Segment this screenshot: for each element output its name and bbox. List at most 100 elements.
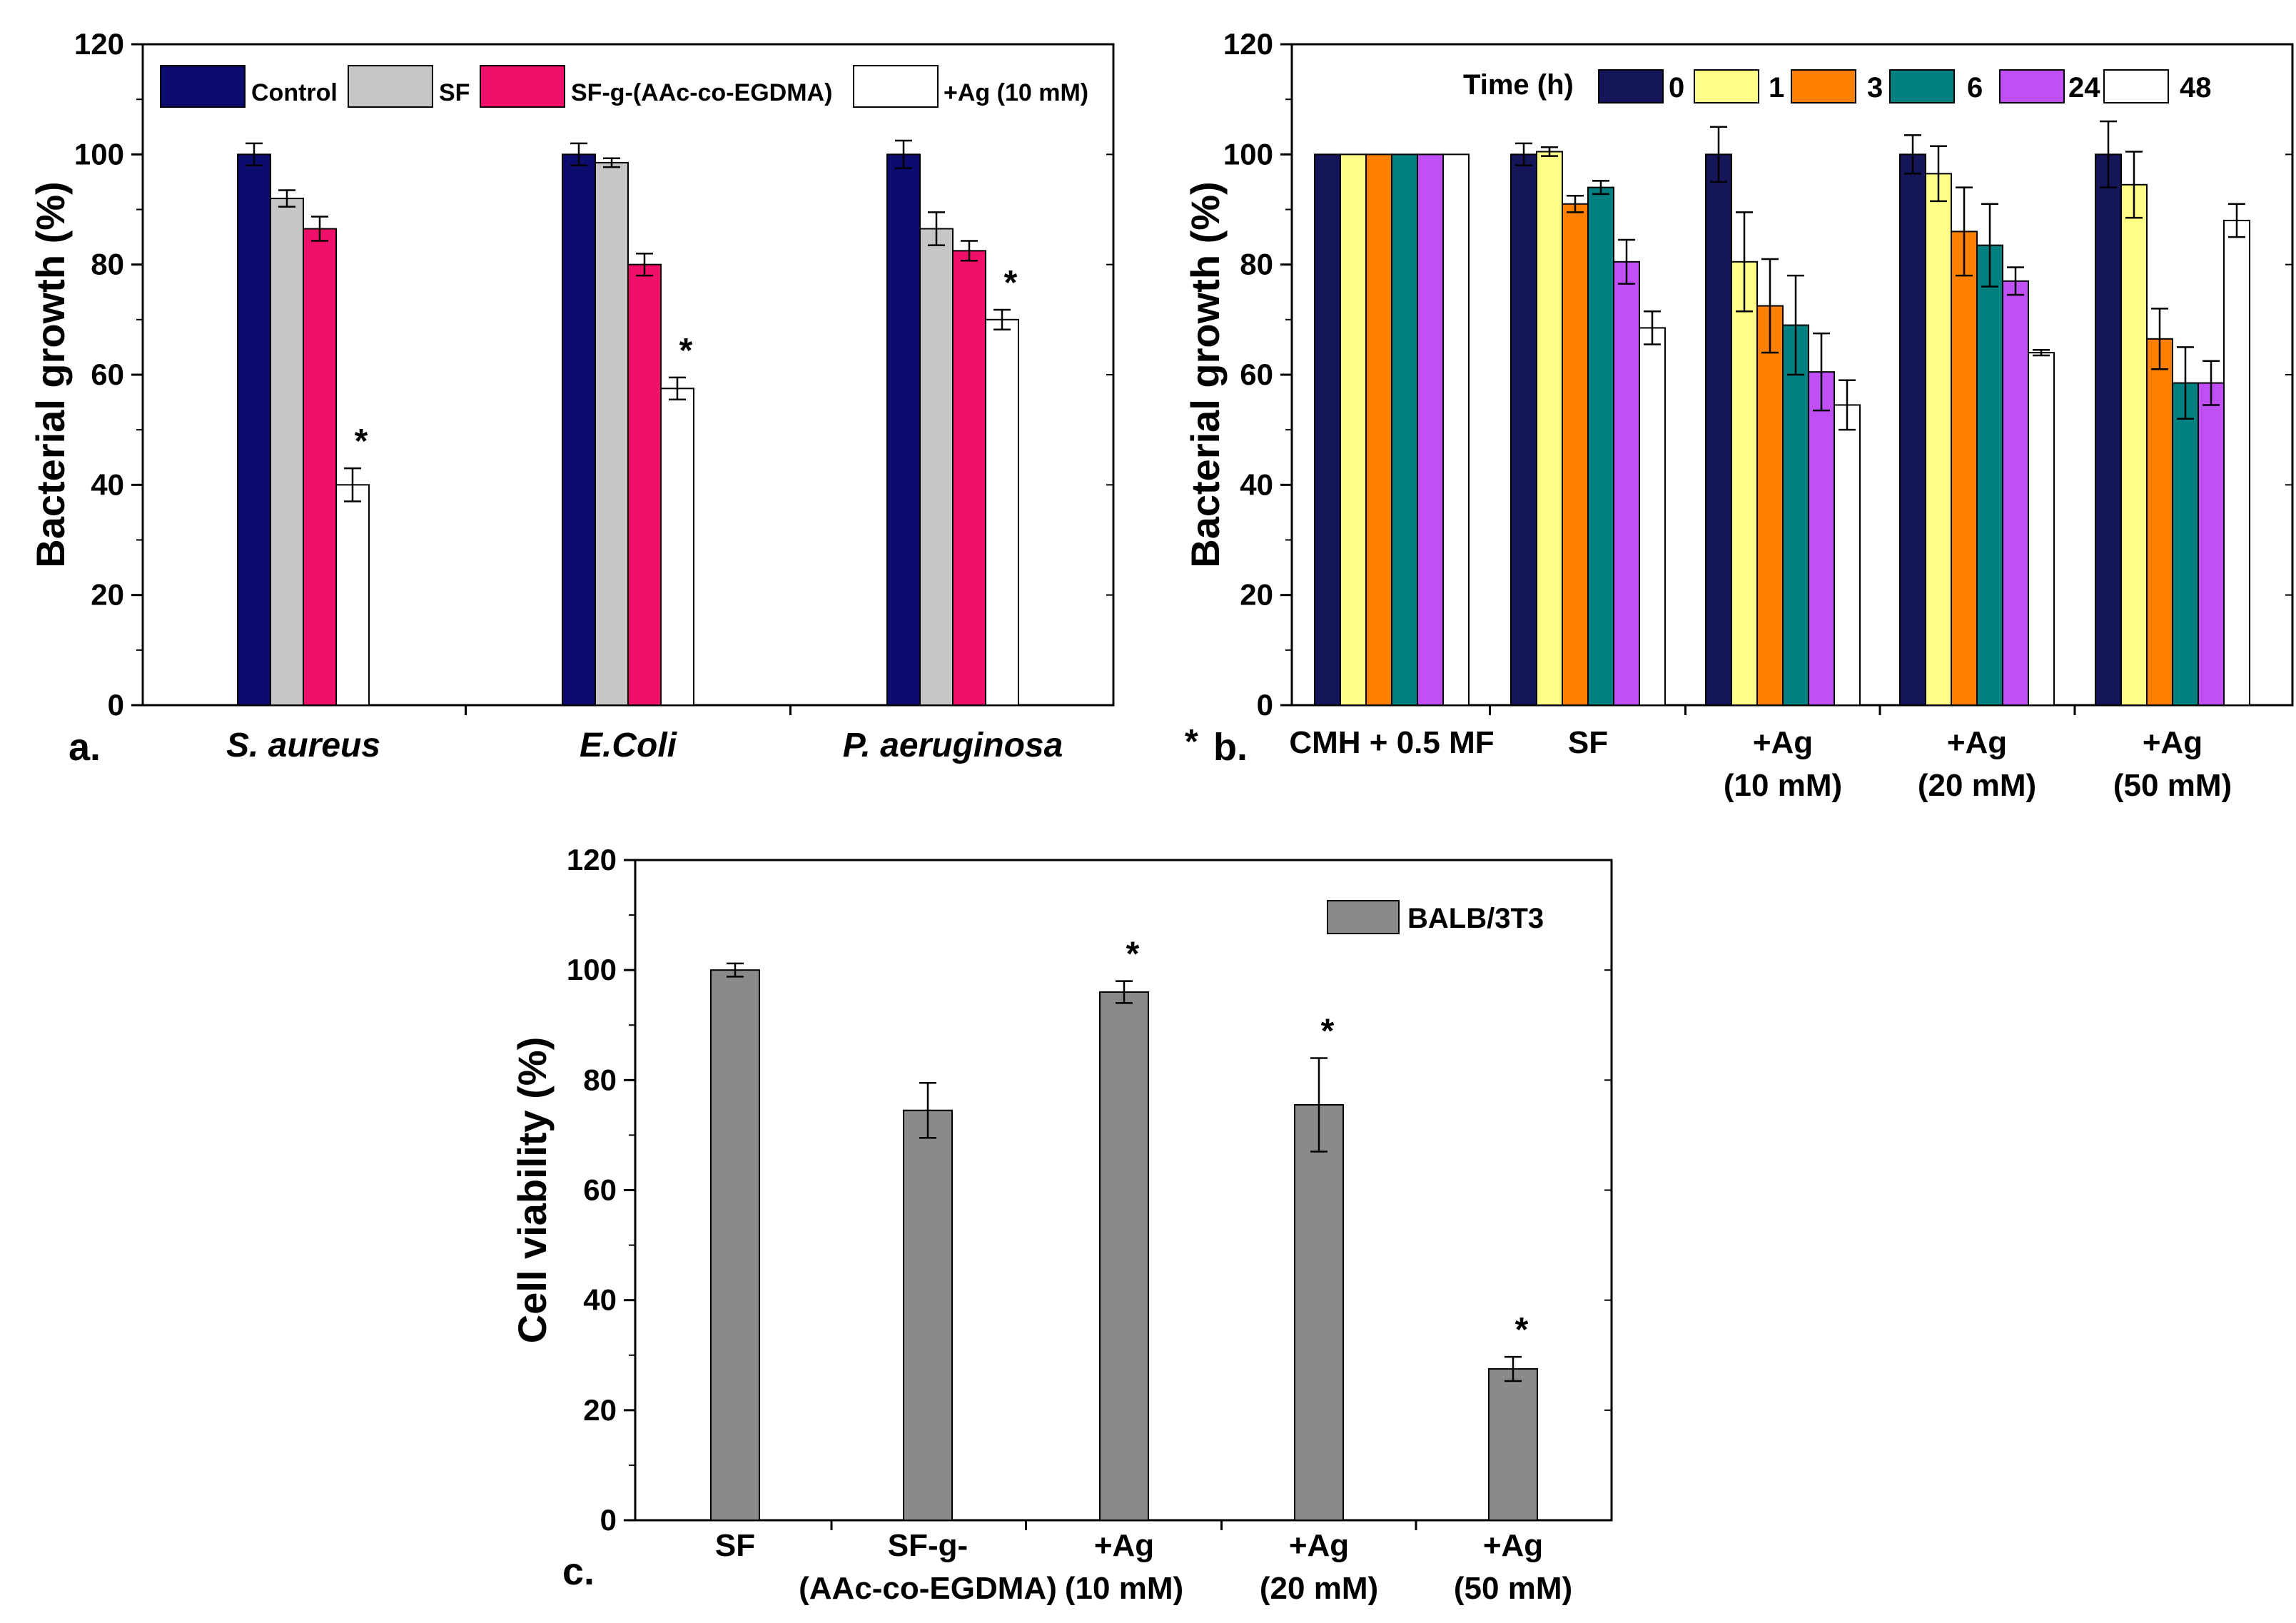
y-axis-label: Bacterial growth (%) — [1183, 181, 1228, 567]
bar — [1705, 153, 1732, 707]
y-tick-label: 100 — [74, 137, 124, 171]
bar — [1442, 153, 1470, 707]
bar — [303, 228, 337, 706]
x-tick-label: (50 mM) — [1454, 1571, 1572, 1606]
y-tick-label: 120 — [74, 27, 124, 61]
y-tick-label: 40 — [583, 1283, 617, 1317]
bar — [1365, 153, 1392, 707]
significance-star: * — [355, 423, 368, 460]
significance-star: * — [679, 332, 693, 370]
bar — [562, 153, 596, 707]
y-tick-label: 60 — [1240, 358, 1273, 391]
y-tick-label: 0 — [1257, 688, 1273, 722]
legend-label: SF-g-(AAc-co-EGDMA) — [571, 79, 832, 106]
axis-star: * — [1185, 723, 1198, 761]
bar — [1756, 305, 1784, 706]
y-tick-label: 40 — [91, 467, 124, 501]
y-tick-label: 60 — [583, 1173, 617, 1207]
bar — [2095, 153, 2122, 707]
bar — [1488, 1368, 1538, 1522]
x-tick-label: (50 mM) — [2113, 768, 2232, 803]
bar — [1099, 991, 1149, 1521]
x-tick-label: (10 mM) — [1724, 768, 1842, 803]
bar — [1976, 244, 2003, 706]
legend-swatch — [480, 65, 565, 108]
legend-label: 0 — [1669, 72, 1684, 103]
bar — [1808, 371, 1835, 706]
y-tick-label: 80 — [91, 248, 124, 281]
panel-label: a. — [69, 726, 101, 769]
legend-swatch — [160, 65, 246, 108]
legend-label: 24 — [2068, 72, 2100, 103]
legend: Control SF SF-g-(AAc-co-EGDMA) +Ag (10 mM) — [160, 65, 1088, 108]
bar — [985, 318, 1019, 707]
legend-swatch — [1694, 69, 1759, 103]
bar — [1391, 153, 1418, 707]
bar — [1613, 261, 1640, 706]
y-tick-label: 20 — [583, 1393, 617, 1427]
bar — [1925, 173, 1952, 706]
bar — [1510, 153, 1537, 707]
x-tick-label: (AAc-co-EGDMA) — [799, 1571, 1057, 1606]
legend-swatch — [2103, 69, 2169, 103]
bar — [1834, 404, 1861, 706]
y-tick-label: 0 — [600, 1503, 617, 1537]
x-tick-label: +Ag — [1483, 1528, 1543, 1563]
panel-label: c. — [562, 1550, 595, 1593]
x-tick-label: SF-g- — [888, 1528, 968, 1563]
bar — [660, 388, 694, 707]
legend-label: SF — [439, 79, 470, 106]
bar — [2146, 338, 2173, 706]
bar — [627, 263, 662, 706]
bar — [2002, 280, 2029, 707]
y-axis-label: Cell viability (%) — [510, 1037, 555, 1343]
bar — [1562, 203, 1589, 706]
bar — [1417, 153, 1444, 707]
x-tick-label: E.Coli — [580, 727, 678, 764]
x-tick-label: (20 mM) — [1918, 768, 2036, 803]
bar — [1782, 324, 1809, 706]
bar — [2198, 382, 2225, 706]
chart-panel-a: 0 20 40 60 80 100 120 Bacterial growth (%) * * * S.… — [28, 27, 1115, 769]
x-tick-label: (20 mM) — [1260, 1571, 1378, 1606]
legend: Time (h) 0 1 3 6 24 48 — [1463, 69, 2212, 103]
legend-label: 6 — [1967, 72, 1983, 103]
legend-swatch — [1327, 900, 1400, 934]
legend-label: +Ag (10 mM) — [944, 79, 1088, 106]
y-tick-label: 120 — [567, 843, 617, 876]
legend-swatch — [853, 65, 939, 108]
y-tick-label: 40 — [1240, 467, 1273, 501]
legend: BALB/3T3 — [1327, 900, 1544, 934]
y-tick-label: 20 — [1240, 578, 1273, 612]
y-tick-label: 100 — [1223, 137, 1273, 171]
bar — [2172, 382, 2199, 706]
y-tick-label: 0 — [108, 688, 124, 722]
bar — [1639, 327, 1666, 706]
y-axis-label: Bacterial growth (%) — [28, 181, 73, 567]
bar — [1340, 153, 1367, 707]
bar — [952, 250, 986, 706]
legend-label: Control — [251, 79, 338, 106]
bar — [919, 228, 954, 706]
chart-panel-c: 0 20 40 60 80 100 120 Cell viability (%) * * * SF SF… — [510, 843, 1613, 1606]
bar — [335, 484, 370, 706]
bar — [903, 1109, 953, 1521]
legend-label: 1 — [1769, 72, 1784, 103]
legend-swatch — [348, 65, 433, 108]
x-tick-label: S. aureus — [226, 727, 380, 764]
x-tick-label: +Ag — [1289, 1528, 1349, 1563]
bar — [1294, 1104, 1344, 1522]
legend-title: Time (h) — [1463, 69, 1574, 101]
x-tick-label: +Ag — [2143, 725, 2203, 760]
bar — [2223, 219, 2250, 706]
legend-swatch — [1999, 69, 2065, 103]
x-tick-label: +Ag — [1753, 725, 1813, 760]
y-tick-label: 80 — [583, 1063, 617, 1096]
bar — [1587, 186, 1614, 706]
x-tick-label: (10 mM) — [1065, 1571, 1183, 1606]
bar — [2120, 183, 2148, 706]
y-tick-label: 80 — [1240, 248, 1273, 281]
bar — [270, 198, 304, 707]
